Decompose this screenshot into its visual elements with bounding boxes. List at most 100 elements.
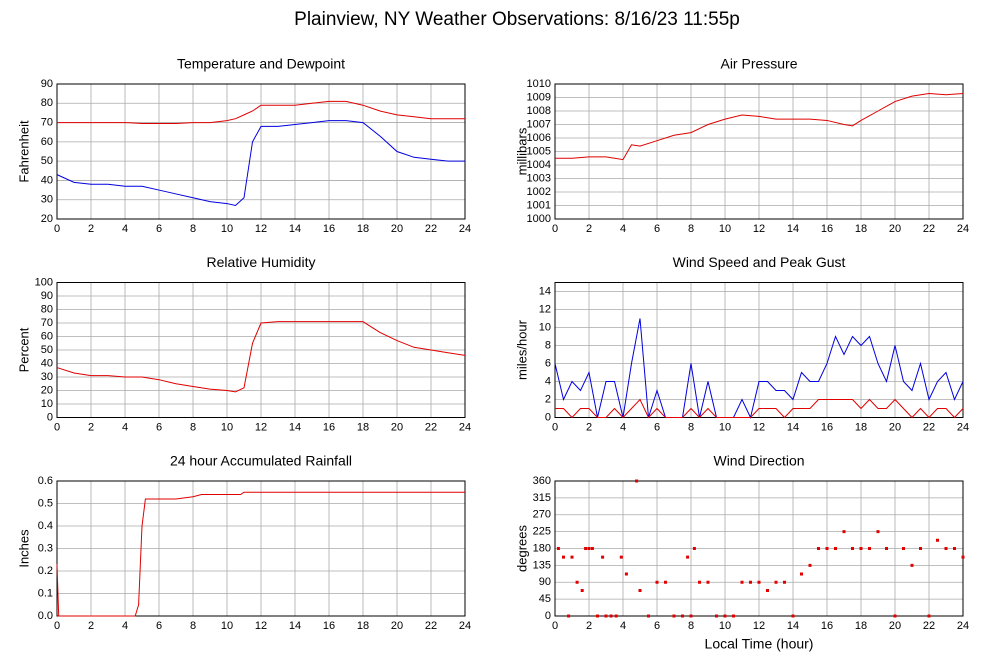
data-point bbox=[692, 547, 696, 550]
y-tick-label: 0.6 bbox=[38, 475, 53, 487]
x-tick-label: 16 bbox=[821, 421, 833, 433]
data-point bbox=[614, 614, 618, 618]
data-point bbox=[808, 563, 812, 567]
panel-title: Relative Humidity bbox=[207, 254, 316, 270]
data-point bbox=[580, 589, 584, 592]
y-tick-label: 90 bbox=[539, 576, 551, 588]
x-tick-label: 10 bbox=[719, 421, 731, 433]
data-point bbox=[859, 547, 863, 550]
data-point bbox=[664, 580, 667, 584]
y-tick-label: 180 bbox=[533, 542, 551, 554]
x-tick-label: 12 bbox=[255, 620, 267, 632]
y-axis-label: degrees bbox=[514, 525, 529, 572]
x-tick-label: 4 bbox=[122, 421, 128, 433]
x-tick-label: 4 bbox=[122, 223, 128, 235]
data-point bbox=[893, 614, 897, 618]
x-tick-label: 6 bbox=[654, 421, 660, 433]
x-tick-label: 18 bbox=[357, 223, 369, 235]
data-point bbox=[961, 555, 965, 559]
x-tick-label: 4 bbox=[620, 620, 626, 632]
y-tick-label: 6 bbox=[545, 357, 551, 369]
data-point bbox=[715, 614, 718, 618]
x-tick-label: 14 bbox=[787, 620, 799, 632]
x-tick-label: 14 bbox=[289, 620, 301, 632]
data-point bbox=[910, 563, 914, 567]
x-tick-label: 22 bbox=[923, 421, 935, 433]
data-point bbox=[619, 555, 623, 559]
data-point bbox=[791, 614, 795, 618]
data-point bbox=[723, 614, 727, 618]
x-tick-label: 0 bbox=[552, 223, 558, 235]
x-tick-label: 12 bbox=[753, 620, 765, 632]
x-tick-label: 0 bbox=[54, 223, 60, 235]
y-tick-label: 1001 bbox=[527, 199, 551, 211]
data-point bbox=[757, 580, 761, 584]
x-tick-label: 18 bbox=[357, 421, 369, 433]
panel-title: 24 hour Accumulated Rainfall bbox=[170, 453, 352, 469]
panel-title: Air Pressure bbox=[720, 56, 797, 72]
y-tick-label: 12 bbox=[539, 303, 551, 315]
x-tick-label: 22 bbox=[923, 620, 935, 632]
y-tick-label: 90 bbox=[41, 78, 53, 90]
y-tick-label: 80 bbox=[41, 97, 53, 109]
x-tick-label: 12 bbox=[753, 223, 765, 235]
y-tick-label: 1010 bbox=[527, 78, 551, 90]
x-tick-label: 8 bbox=[688, 421, 694, 433]
data-point bbox=[902, 547, 905, 550]
y-tick-label: 30 bbox=[41, 194, 53, 206]
data-point bbox=[834, 547, 837, 550]
x-tick-label: 18 bbox=[855, 421, 867, 433]
y-tick-label: 270 bbox=[533, 509, 551, 521]
y-tick-label: 60 bbox=[41, 330, 53, 342]
data-point bbox=[876, 530, 880, 534]
data-point bbox=[825, 547, 829, 550]
x-tick-label: 18 bbox=[357, 620, 369, 632]
data-line bbox=[56, 120, 465, 207]
panel-title: Temperature and Dewpoint bbox=[177, 56, 345, 72]
y-tick-label: 60 bbox=[41, 136, 53, 148]
x-tick-label: 6 bbox=[654, 620, 660, 632]
y-tick-label: 50 bbox=[41, 344, 53, 356]
y-tick-label: 1007 bbox=[527, 118, 551, 130]
data-point bbox=[817, 547, 820, 550]
x-tick-label: 2 bbox=[88, 620, 94, 632]
panel-title: Wind Direction bbox=[713, 453, 804, 469]
x-tick-label: 20 bbox=[391, 421, 403, 433]
x-tick-label: 0 bbox=[54, 620, 60, 632]
data-line bbox=[555, 398, 964, 419]
x-tick-label: 4 bbox=[122, 620, 128, 632]
y-tick-label: 1004 bbox=[527, 159, 551, 171]
data-point bbox=[927, 614, 931, 618]
x-tick-label: 2 bbox=[586, 620, 592, 632]
x-tick-label: 22 bbox=[425, 223, 437, 235]
data-point bbox=[944, 547, 948, 550]
y-axis-label: miles/hour bbox=[514, 319, 529, 380]
data-point bbox=[783, 580, 786, 584]
data-line bbox=[57, 100, 465, 125]
data-point bbox=[706, 580, 710, 584]
x-tick-label: 0 bbox=[552, 620, 558, 632]
data-point bbox=[953, 547, 956, 550]
x-tick-label: 14 bbox=[289, 223, 301, 235]
data-point bbox=[655, 580, 659, 584]
y-tick-label: 0 bbox=[545, 411, 551, 423]
x-tick-label: 6 bbox=[156, 620, 162, 632]
x-tick-label: 8 bbox=[190, 223, 196, 235]
data-point bbox=[635, 479, 639, 483]
x-tick-label: 8 bbox=[688, 620, 694, 632]
x-tick-label: 0 bbox=[54, 421, 60, 433]
data-point bbox=[601, 555, 605, 559]
x-tick-label: 12 bbox=[255, 223, 267, 235]
data-point bbox=[681, 614, 684, 618]
x-tick-label: 20 bbox=[889, 421, 901, 433]
data-point bbox=[800, 572, 803, 576]
data-point bbox=[885, 547, 888, 550]
data-point bbox=[919, 547, 922, 550]
x-tick-label: 20 bbox=[391, 620, 403, 632]
data-point bbox=[749, 580, 752, 584]
data-point bbox=[570, 555, 574, 559]
data-point bbox=[732, 614, 735, 618]
y-tick-label: 315 bbox=[533, 492, 551, 504]
y-axis-label: millibars bbox=[514, 127, 529, 175]
